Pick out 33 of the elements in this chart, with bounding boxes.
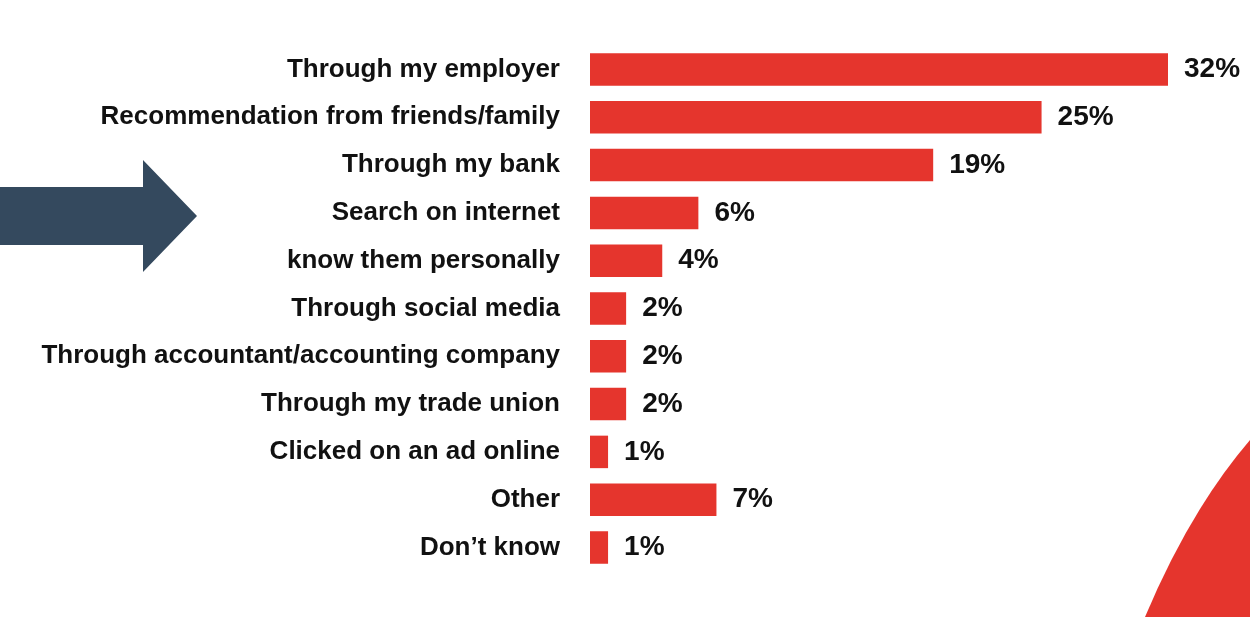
y-tick-label: Through my bank (341, 148, 561, 179)
y-tick-label: Clicked on an ad online (269, 435, 560, 466)
bar (590, 531, 609, 564)
bar (590, 244, 663, 277)
y-tick-label: Through accountant/accounting company (41, 339, 561, 370)
data-label: 32% (1184, 52, 1241, 84)
data-label: 25% (1057, 100, 1114, 132)
bar (590, 483, 717, 516)
bar (590, 387, 627, 421)
y-tick-label: Through social media (291, 291, 561, 322)
bar (590, 292, 627, 325)
bar (590, 196, 699, 230)
data-label: 19% (949, 147, 1006, 179)
data-label: 1% (624, 434, 665, 466)
data-label: 2% (642, 291, 683, 323)
bar (590, 101, 1042, 134)
bar (590, 53, 1168, 86)
y-tick-label: Through my trade union (261, 387, 560, 418)
y-tick-label: Recommendation from friends/family (100, 100, 561, 131)
bar (590, 340, 627, 373)
data-label: 6% (714, 195, 755, 227)
y-tick-label: Other (490, 482, 560, 513)
y-tick-label: Through my employer (286, 52, 560, 83)
data-label: 1% (624, 530, 665, 562)
y-tick-label: Don’t know (419, 530, 561, 561)
bar (590, 148, 934, 182)
y-tick-label: Search on internet (331, 196, 561, 227)
data-label: 2% (642, 339, 683, 371)
data-label: 2% (642, 386, 683, 418)
y-tick-label: know them personally (286, 243, 561, 274)
bar (590, 435, 609, 469)
data-label: 7% (732, 482, 774, 514)
data-label: 4% (678, 243, 719, 275)
